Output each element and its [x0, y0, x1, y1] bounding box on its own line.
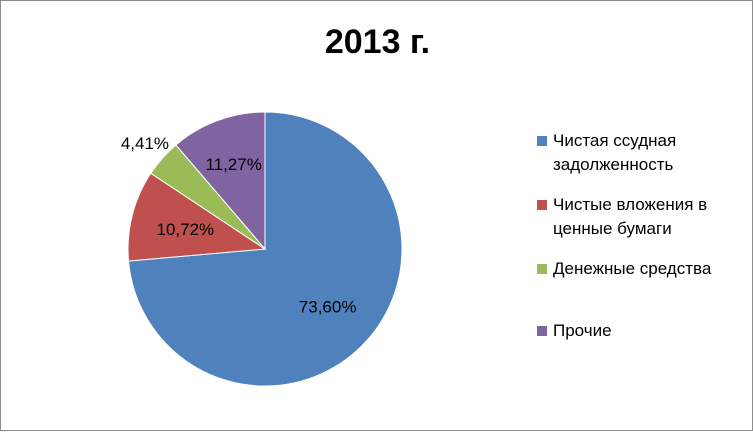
- legend-label-securities: Чистые вложения в ценные бумаги: [553, 195, 708, 238]
- pie-slice-other: [175, 111, 266, 251]
- legend-swatch-securities: [537, 200, 547, 210]
- legend-label-loans: Чистая ссудная задолженность: [553, 131, 677, 174]
- legend-item-other: Прочие: [537, 319, 743, 343]
- legend-swatch-cash: [537, 264, 547, 274]
- legend-item-securities: Чистые вложения в ценные бумаги: [537, 193, 743, 241]
- data-label-securities: 10,72%: [156, 220, 214, 239]
- legend-label-other: Прочие: [553, 321, 612, 340]
- legend-label-cash: Денежные средства: [553, 259, 712, 278]
- legend-item-cash: Денежные средства: [537, 257, 743, 281]
- legend-swatch-loans: [537, 136, 547, 146]
- legend-item-loans: Чистая ссудная задолженность: [537, 129, 743, 177]
- pie-slice-securities: [127, 172, 267, 262]
- data-label-cash: 4,41%: [121, 134, 169, 153]
- chart-title: 2013 г.: [324, 23, 431, 61]
- data-label-other: 11,27%: [205, 155, 261, 174]
- data-label-loans: 73,60%: [299, 297, 357, 316]
- legend-swatch-other: [537, 326, 547, 336]
